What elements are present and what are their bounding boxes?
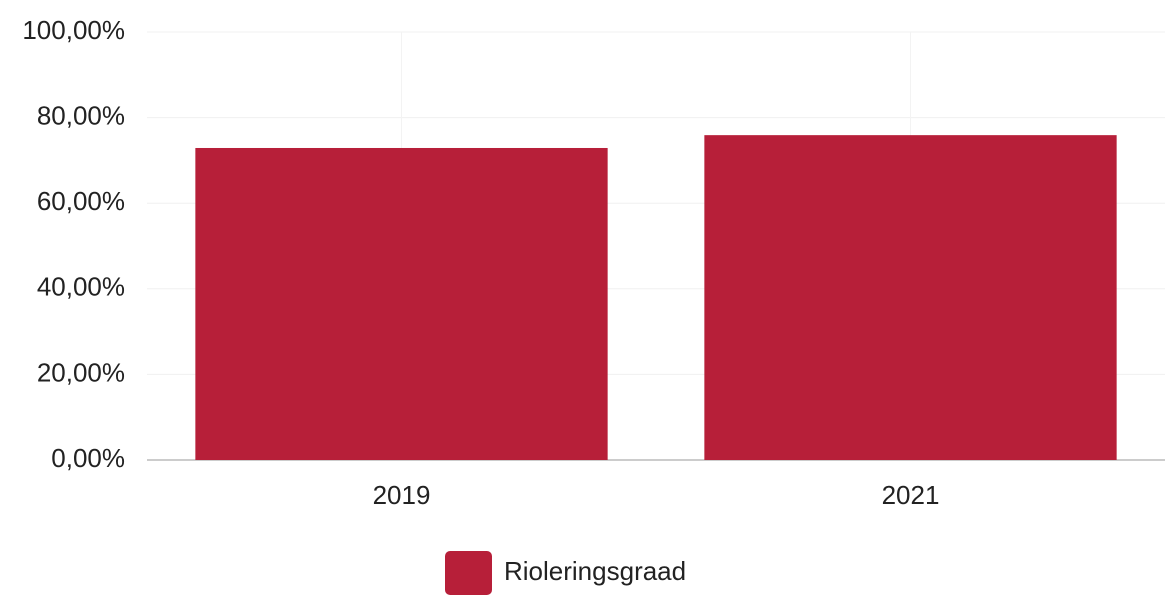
y-tick-label: 0,00% — [51, 443, 125, 473]
legend-swatch — [445, 551, 492, 595]
x-tick-label: 2021 — [882, 480, 940, 510]
y-tick-label: 80,00% — [37, 100, 125, 130]
y-tick-label: 100,00% — [22, 15, 125, 45]
legend-label: Rioleringsgraad — [504, 556, 686, 586]
y-tick-label: 40,00% — [37, 272, 125, 302]
bar — [704, 135, 1117, 460]
y-tick-label: 20,00% — [37, 357, 125, 387]
y-tick-label: 60,00% — [37, 186, 125, 216]
x-tick-label: 2019 — [373, 480, 431, 510]
bar — [195, 147, 608, 460]
